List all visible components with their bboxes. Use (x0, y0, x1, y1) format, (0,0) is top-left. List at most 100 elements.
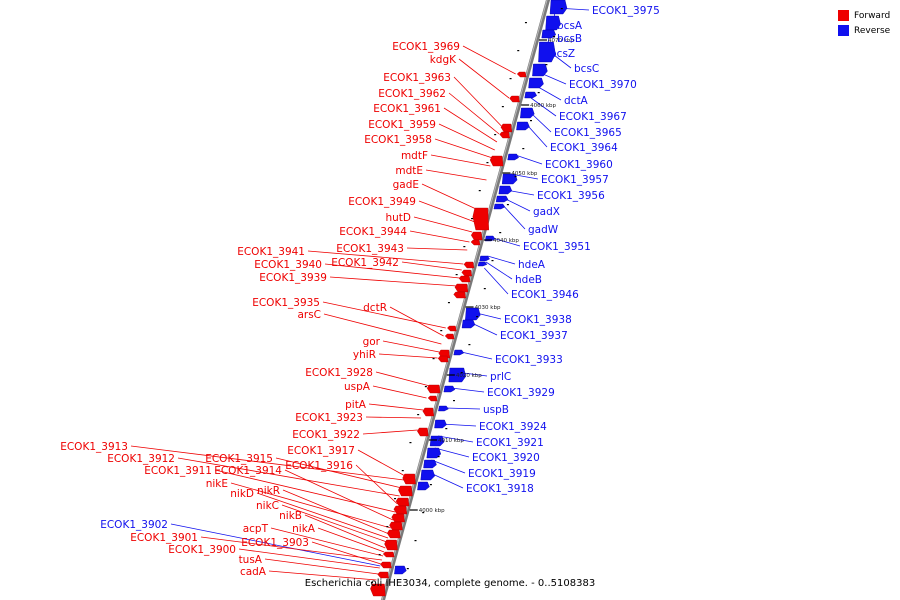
forward-gene-label: ECOK1_3900 (168, 544, 236, 556)
tick-dot (429, 484, 432, 486)
tick-dot (378, 554, 381, 556)
reverse-gene-label: ECOK1_3957 (541, 174, 609, 186)
forward-gene (417, 427, 429, 437)
forward-gene-label: dctR (363, 302, 387, 314)
tick-dot (478, 190, 481, 192)
reverse-gene-label: gadW (528, 224, 559, 236)
reverse-gene-label: bcsA (557, 20, 583, 32)
reverse-gene (493, 203, 506, 210)
reverse-gene (501, 173, 518, 185)
forward-gene (393, 505, 408, 515)
tick-dot (514, 176, 517, 178)
tick-dot (509, 78, 512, 80)
forward-leader (413, 216, 473, 233)
tick-dot (432, 358, 435, 360)
forward-leader (389, 306, 444, 337)
reverse-leader (501, 203, 526, 230)
tick-dot (494, 134, 497, 136)
reverse-gene-label: ECOK1_3919 (468, 468, 536, 480)
forward-gene (447, 325, 457, 332)
tick-dot (463, 246, 466, 248)
forward-leader (425, 169, 487, 181)
forward-gene-label: hutD (385, 212, 411, 224)
forward-leader (430, 154, 491, 167)
tick-dot (537, 92, 540, 94)
tick-label: 4000 kbp (419, 508, 445, 514)
forward-leader (177, 457, 400, 497)
legend-forward-label: Forward (854, 10, 891, 21)
forward-gene-label: ECOK1_3943 (336, 243, 404, 255)
forward-gene (461, 269, 472, 277)
forward-leader (214, 469, 396, 513)
tick-label: 4030 kbp (475, 305, 501, 311)
genome-caption: Escherichia coli IHE3034, complete genom… (304, 578, 596, 589)
tick-label: 4040 kbp (493, 238, 519, 244)
reverse-gene (423, 459, 437, 469)
forward-leader (378, 353, 438, 359)
forward-gene (380, 561, 392, 569)
forward-leader (324, 263, 460, 279)
tick-dot (491, 260, 494, 262)
tick-dot (422, 512, 425, 514)
forward-gene (387, 529, 401, 539)
reverse-leader (485, 261, 513, 280)
reverse-gene (524, 91, 537, 99)
forward-gene (470, 239, 481, 246)
forward-leader (409, 230, 470, 243)
kbp-ticks: 4000 kbp 4010 kbp 4020 kbp 4030 kbp 4040 kbp… (370, 8, 574, 584)
forward-gene-label: ECOK1_3914 (214, 465, 282, 477)
forward-gene-label: ECOK1_3944 (339, 226, 407, 238)
forward-leader (170, 523, 381, 567)
reverse-gene (516, 121, 530, 131)
reverse-leader (503, 197, 531, 212)
reverse-gene (434, 419, 447, 429)
forward-leader (230, 482, 391, 529)
forward-leader (448, 92, 500, 135)
forward-gene-label: ECOK1_3939 (259, 272, 327, 284)
forward-gene-label: ECOK1_3942 (331, 257, 399, 269)
forward-swatch (838, 10, 849, 21)
reverse-leader (484, 267, 509, 295)
forward-gene (458, 275, 471, 283)
tick-dot (499, 232, 502, 234)
forward-gene-label: tusA (239, 554, 263, 566)
forward-leader (357, 449, 406, 477)
tick-dot (506, 204, 509, 206)
forward-gene-label: ECOK1_3961 (373, 103, 441, 115)
forward-gene-label: ECOK1_3902 (100, 519, 168, 531)
reverse-leader (515, 154, 543, 165)
reverse-gene-label: hdeA (518, 259, 546, 271)
reverse-leader (434, 447, 470, 458)
tick-dot (424, 386, 427, 388)
reverse-gene-label: ECOK1_3964 (550, 142, 618, 154)
reverse-gene-label: ECOK1_3970 (569, 79, 637, 91)
forward-gene-label: uspA (344, 381, 371, 393)
reverse-leader (445, 407, 481, 410)
forward-gene-label: mdtF (401, 150, 428, 162)
forward-leader (329, 276, 458, 287)
forward-leader (434, 138, 493, 159)
reverse-gene-label: bcsZ (550, 48, 575, 60)
forward-gene-label: arsC (297, 309, 321, 321)
forward-leader (443, 107, 498, 143)
forward-gene (470, 231, 483, 241)
forward-gene-label: ECOK1_3962 (378, 88, 446, 100)
reverse-gene-label: prlC (490, 371, 511, 383)
reverse-gene-label: ECOK1_3938 (504, 314, 572, 326)
forward-leader (238, 548, 380, 569)
reverse-gene-label: ECOK1_3951 (523, 241, 591, 253)
forward-leader (200, 536, 383, 561)
tick-dot (553, 36, 556, 38)
forward-gene (437, 355, 449, 363)
reverse-gene-label: gadX (533, 206, 560, 218)
reverse-leader (438, 435, 474, 443)
forward-gene-label: ECOK1_3958 (364, 134, 432, 146)
forward-leader (130, 445, 405, 481)
forward-gene (384, 539, 398, 551)
reverse-gene (549, 0, 568, 15)
forward-gene-label: ECOK1_3915 (205, 453, 273, 465)
tick-label: 4060 kbp (530, 103, 556, 109)
tick-dot (560, 8, 563, 10)
reverse-gene-label: ECOK1_3937 (500, 330, 568, 342)
